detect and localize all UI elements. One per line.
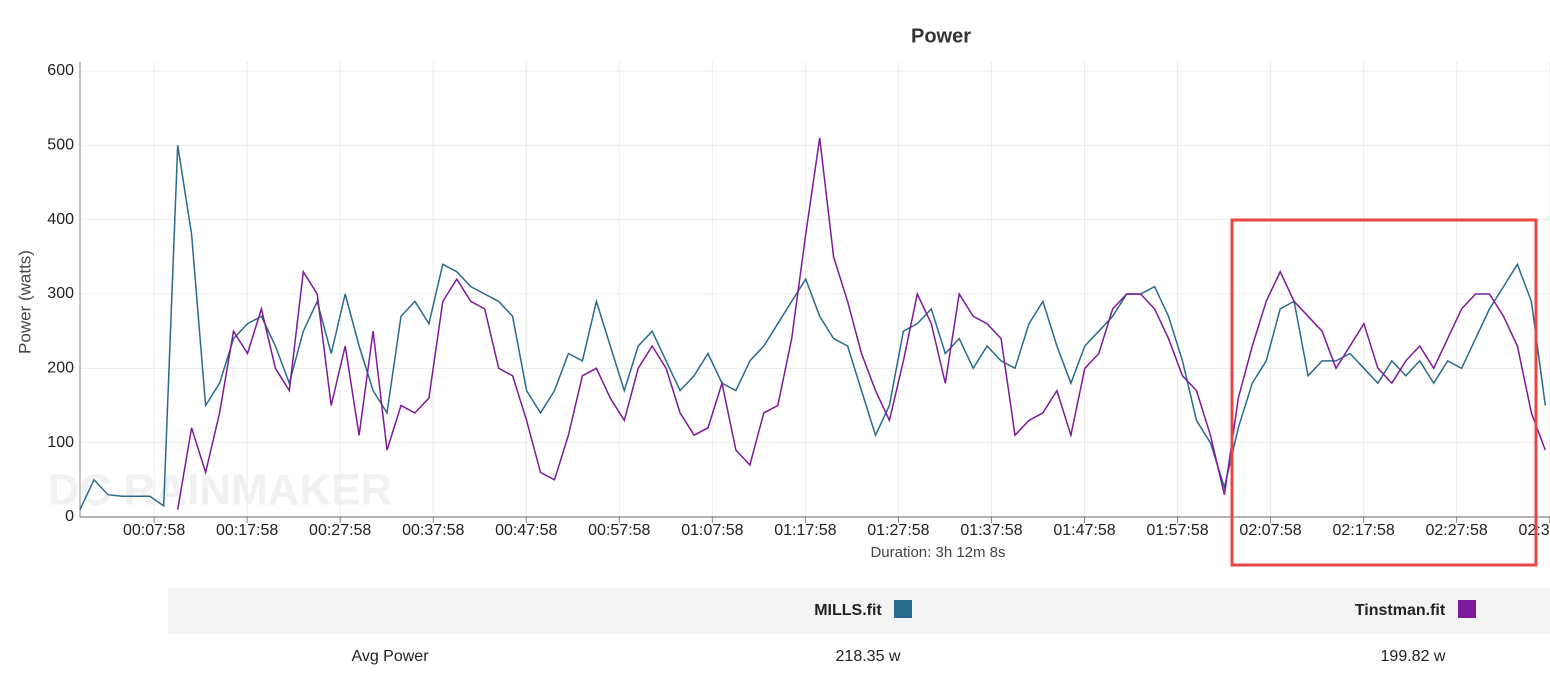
y-tick-label: 200 xyxy=(47,360,74,377)
y-axis-label: Power (watts) xyxy=(15,250,34,354)
table-header-cell: MILLS.fit xyxy=(814,602,882,619)
y-tick-label: 300 xyxy=(47,285,74,302)
series-line xyxy=(176,137,1547,510)
x-tick-label: 00:27:58 xyxy=(309,522,371,539)
legend-swatch xyxy=(1458,600,1476,618)
y-tick-label: 500 xyxy=(47,137,74,154)
table-cell: 218.35 w xyxy=(836,648,901,665)
x-tick-label: 01:37:58 xyxy=(960,522,1022,539)
x-axis-label: Duration: 3h 12m 8s xyxy=(870,544,1005,561)
table-cell: 199.82 w xyxy=(1381,648,1446,665)
series-line xyxy=(79,145,1547,510)
table-header xyxy=(168,588,1550,634)
x-tick-label: 00:07:58 xyxy=(123,522,185,539)
x-tick-label: 00:17:58 xyxy=(216,522,278,539)
y-tick-label: 100 xyxy=(47,434,74,451)
table-header-cell: Tinstman.fit xyxy=(1355,602,1446,619)
x-tick-label: 01:27:58 xyxy=(867,522,929,539)
chart-title: Power xyxy=(911,25,971,47)
x-tick-label: 01:07:58 xyxy=(681,522,743,539)
x-tick-label: 00:47:58 xyxy=(495,522,557,539)
x-tick-label: 00:57:58 xyxy=(588,522,650,539)
x-tick-label: 02:17:58 xyxy=(1332,522,1394,539)
x-tick-label: 02:37:58 xyxy=(1519,522,1550,539)
y-tick-label: 400 xyxy=(47,211,74,228)
x-tick-label: 01:47:58 xyxy=(1053,522,1115,539)
x-tick-label: 01:57:58 xyxy=(1146,522,1208,539)
y-tick-label: 0 xyxy=(65,508,74,525)
table-row-label: Avg Power xyxy=(351,648,429,665)
watermark: DC RAINMAKER xyxy=(48,466,393,515)
legend-swatch xyxy=(894,600,912,618)
y-tick-label: 600 xyxy=(47,62,74,79)
highlight-box xyxy=(1230,218,1538,567)
x-tick-label: 01:17:58 xyxy=(774,522,836,539)
x-tick-label: 02:27:58 xyxy=(1426,522,1488,539)
x-tick-label: 00:37:58 xyxy=(402,522,464,539)
x-tick-label: 02:07:58 xyxy=(1239,522,1301,539)
